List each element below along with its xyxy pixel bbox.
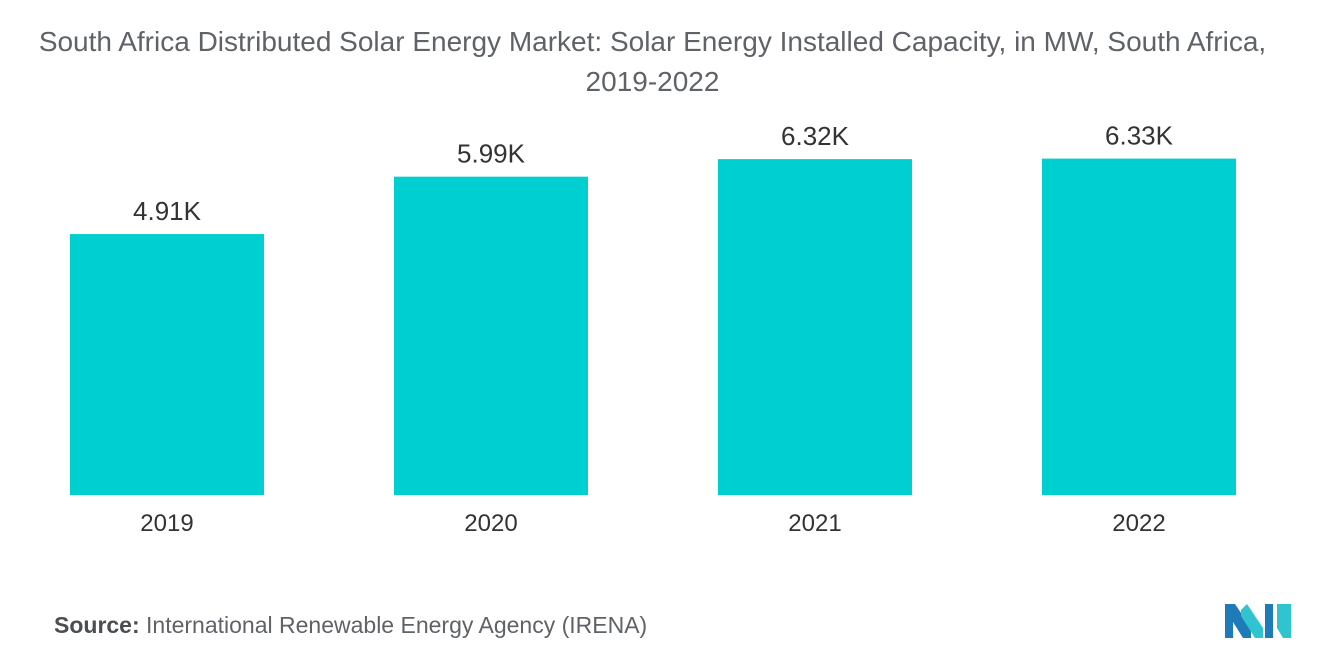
x-tick-label-2019: 2019 xyxy=(140,510,193,537)
data-label-2019: 4.91K xyxy=(133,196,202,226)
bar-2022 xyxy=(1042,158,1236,495)
x-tick-label-2022: 2022 xyxy=(1112,510,1165,537)
source-note: Source: International Renewable Energy A… xyxy=(54,612,647,639)
mordor-intelligence-logo-icon xyxy=(1225,604,1291,638)
x-tick-label-2020: 2020 xyxy=(464,510,517,537)
bar-2020 xyxy=(394,176,588,495)
data-label-2020: 5.99K xyxy=(457,139,526,169)
bar-2019 xyxy=(70,234,264,495)
x-tick-label-2021: 2021 xyxy=(788,510,841,537)
data-label-2022: 6.33K xyxy=(1105,121,1174,151)
bar-2021 xyxy=(718,159,912,495)
data-label-2021: 6.32K xyxy=(781,121,850,151)
chart-title: South Africa Distributed Solar Energy Ma… xyxy=(38,26,1267,97)
source-label: Source: xyxy=(54,612,140,638)
source-text: International Renewable Energy Agency (I… xyxy=(146,612,648,638)
